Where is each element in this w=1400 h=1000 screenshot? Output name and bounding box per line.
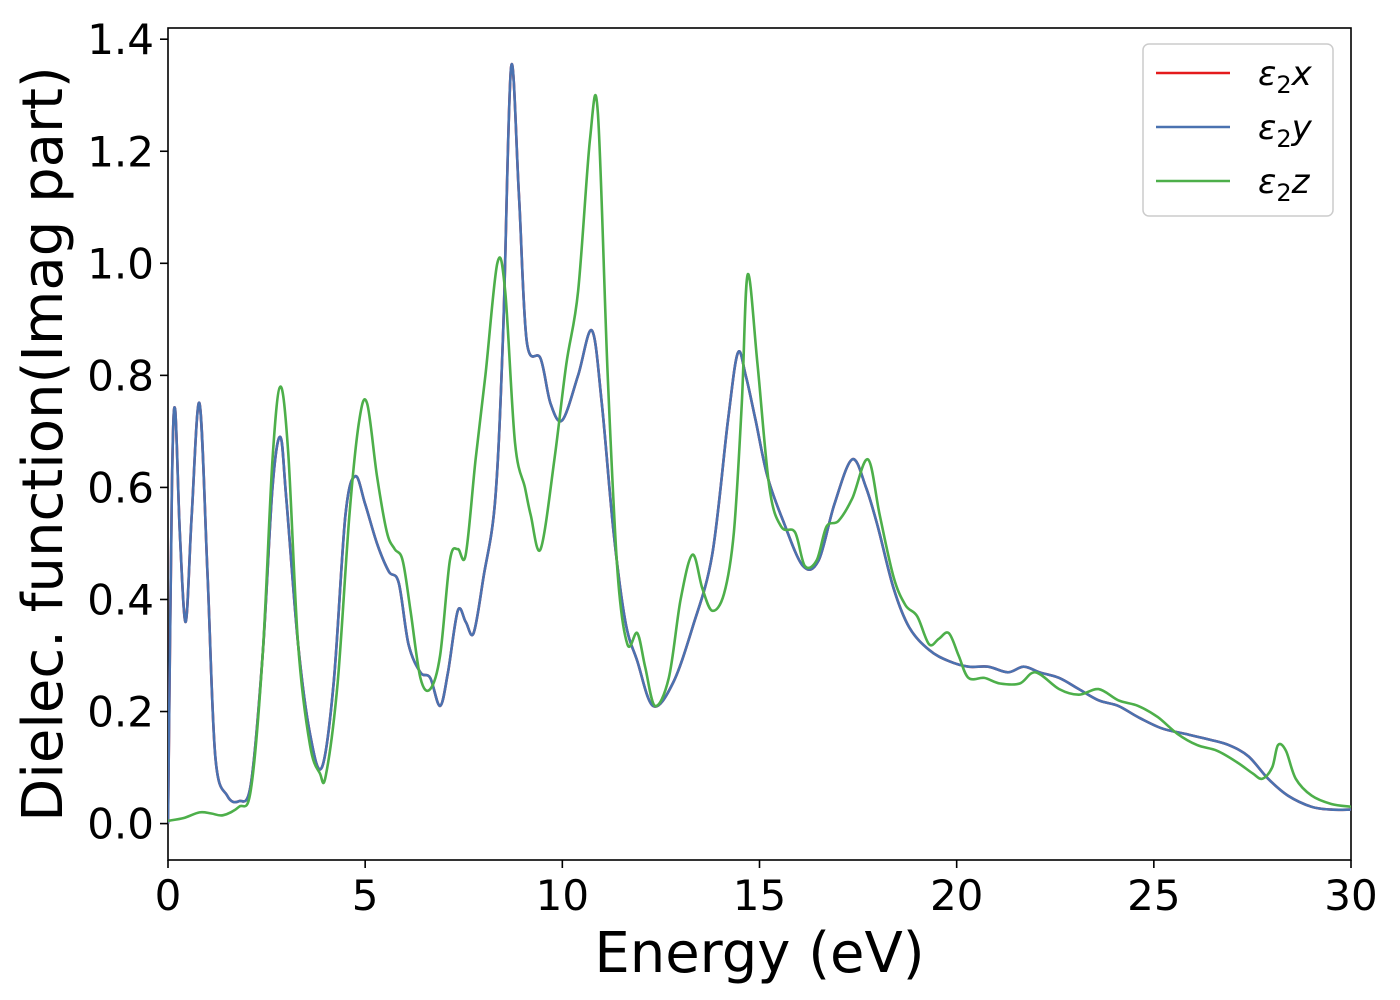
y-tick-label: 0.0: [87, 800, 154, 849]
x-tick-label: 15: [733, 871, 786, 920]
legend: ε2x ε2y ε2z: [1142, 43, 1334, 217]
y-tick-label: 0.8: [87, 351, 154, 400]
y-tick-label: 0.2: [87, 688, 154, 737]
x-tick-label: 10: [536, 871, 589, 920]
legend-label-z: ε2z: [1258, 162, 1311, 207]
y-axis: 0.0 0.2 0.4 0.6 0.8 1.0 1.2 1.4: [87, 15, 168, 849]
y-axis-label: Dielec. function(Imag part): [11, 66, 76, 822]
series-layer: [168, 62, 1351, 824]
y-tick-label: 1.0: [87, 239, 154, 288]
x-axis-label: Energy (eV): [594, 921, 924, 986]
y-tick-label: 0.4: [87, 575, 154, 624]
legend-box: [1142, 43, 1334, 217]
legend-label-x: ε2x: [1258, 54, 1313, 99]
x-tick-label: 20: [930, 871, 983, 920]
legend-label-y: ε2y: [1258, 108, 1313, 153]
y-tick-label: 1.4: [87, 15, 154, 64]
x-tick-label: 30: [1324, 871, 1377, 920]
y-tick-label: 0.6: [87, 463, 154, 512]
x-axis: 0 5 10 15 20 25 30: [155, 860, 1378, 920]
x-tick-label: 25: [1127, 871, 1180, 920]
x-tick-label: 5: [352, 871, 379, 920]
x-tick-label: 0: [155, 871, 182, 920]
series-line-z: [168, 94, 1351, 823]
y-tick-label: 1.2: [87, 127, 154, 176]
